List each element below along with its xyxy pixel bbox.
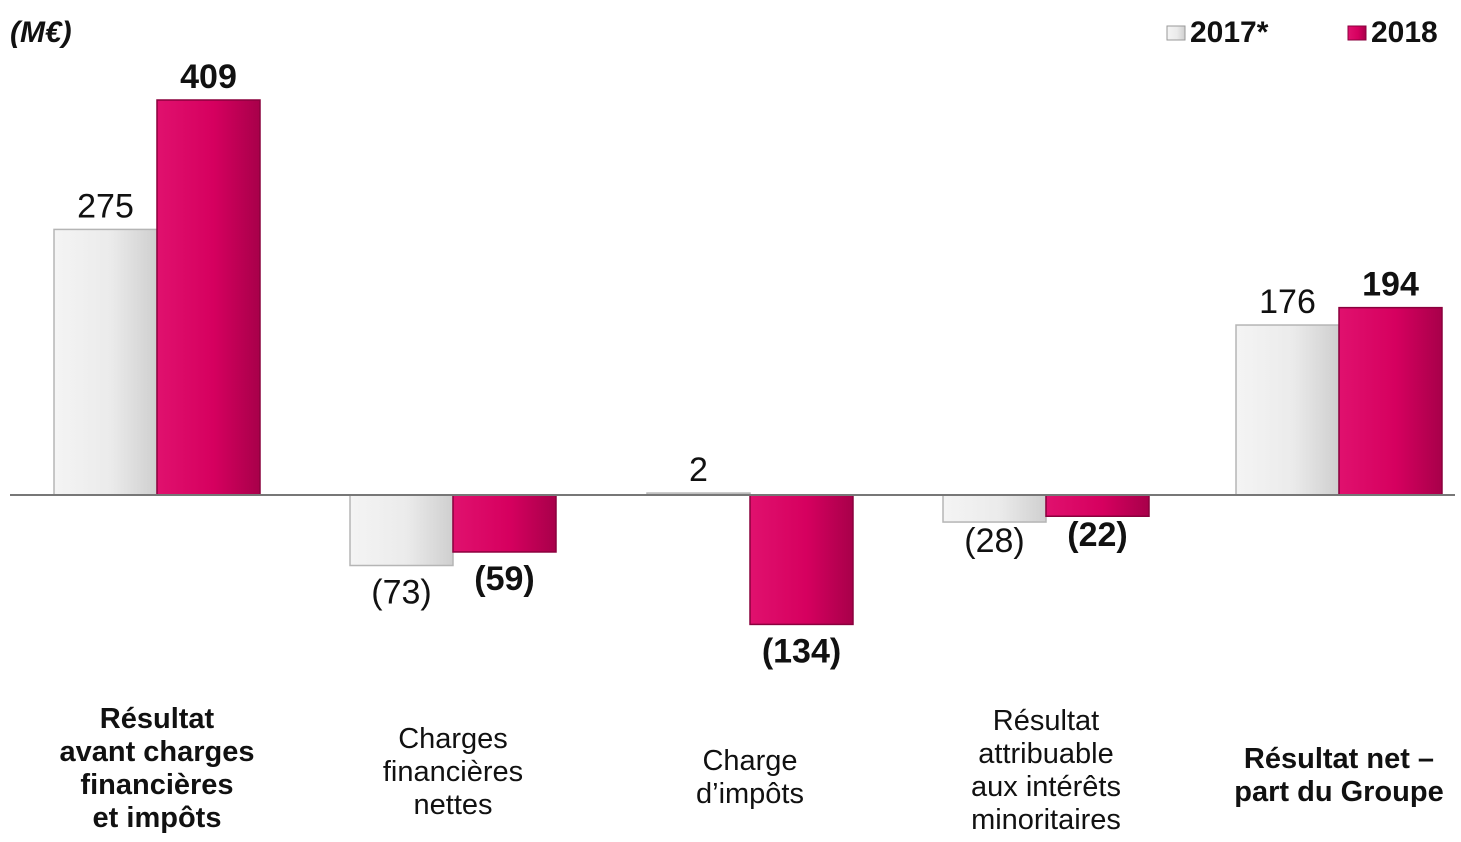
category-label-2: Charge d’impôts [696, 745, 804, 810]
bar-2018-3 [1045, 494, 1150, 517]
bar-2017-3 [942, 494, 1047, 523]
value-label-2017-4: 176 [1259, 283, 1316, 321]
category-label-4-line-1: part du Groupe [1234, 776, 1443, 808]
category-label-3: Résultat attribuable aux intérêts minoritai… [971, 705, 1121, 836]
value-label-2018-2: (134) [762, 632, 841, 670]
category-label-1: Charges financières nettes [383, 723, 523, 821]
category-label-0: Résultat avant charges financières et impôt… [59, 703, 254, 834]
legend-swatch-2017 [1166, 25, 1186, 41]
bar-2017-1 [349, 494, 454, 567]
bar-2017-0 [53, 228, 158, 496]
legend-label-2017: 2017* [1190, 16, 1269, 49]
value-label-2017-3: (28) [964, 522, 1024, 560]
legend-label-2018: 2018 [1371, 16, 1438, 49]
category-label-3-line-1: attribuable [978, 738, 1113, 770]
bar-2018-0 [156, 99, 261, 496]
category-label-2-line-1: d’impôts [696, 778, 804, 810]
legend: 2017* 2018 [1166, 16, 1438, 49]
bar-2018-4 [1338, 306, 1443, 496]
value-label-2017-0: 275 [77, 187, 134, 225]
bar-2018-2 [749, 494, 854, 626]
category-label-1-line-2: nettes [414, 789, 493, 821]
value-label-2017-1: (73) [371, 574, 431, 612]
category-label-0-line-1: avant charges [59, 736, 254, 768]
legend-swatch-2018 [1347, 25, 1367, 41]
category-label-3-line-2: aux intérêts [971, 771, 1121, 803]
bar-2018-1 [452, 494, 557, 553]
category-label-0-line-0: Résultat [100, 703, 215, 735]
category-label-1-line-1: financières [383, 756, 523, 788]
category-label-3-line-0: Résultat [993, 705, 1099, 737]
category-labels: Résultat avant charges financières et impôt… [59, 703, 1443, 836]
category-label-1-line-0: Charges [398, 723, 508, 755]
category-label-0-line-3: et impôts [93, 802, 222, 834]
value-label-2017-2: 2 [689, 451, 708, 489]
bars [53, 99, 1443, 626]
category-label-3-line-3: minoritaires [971, 804, 1121, 836]
category-label-0-line-2: financières [80, 769, 233, 801]
category-label-4-line-0: Résultat net – [1244, 743, 1434, 775]
value-labels: 275 409 (73) (59) 2 (134) (28) (22) 176 194 [77, 58, 1419, 670]
value-label-2018-1: (59) [474, 560, 534, 598]
category-label-2-line-0: Charge [702, 745, 797, 777]
category-label-4: Résultat net – part du Groupe [1234, 743, 1443, 808]
unit-label: (M€) [10, 16, 72, 49]
value-label-2018-0: 409 [180, 58, 237, 96]
value-label-2018-3: (22) [1067, 516, 1127, 554]
value-label-2018-4: 194 [1362, 266, 1419, 304]
bar-2017-4 [1235, 324, 1340, 496]
